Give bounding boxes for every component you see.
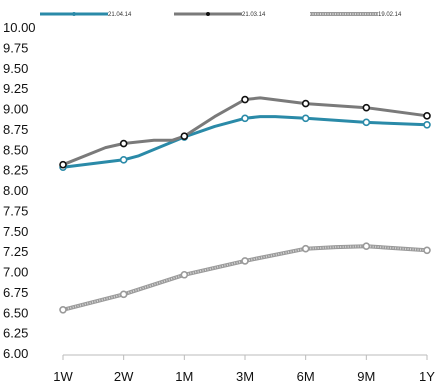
axes: 1W 2W 1M 3M 6M 9M 1Y 10.00 9.75 9.50 9.25 9.00 8.75 8… (3, 20, 435, 382)
y-tick-label: 9.75 (3, 40, 28, 55)
y-tick-label: 9.25 (3, 81, 28, 96)
legend-label: 19.02.14 (378, 12, 402, 18)
data-point (301, 114, 310, 123)
data-point (119, 290, 128, 299)
data-point (362, 242, 371, 251)
series-line-2 (61, 244, 429, 312)
data-point (119, 156, 128, 164)
y-tick-label: 8.75 (3, 122, 28, 137)
data-point (241, 114, 249, 123)
data-point (119, 139, 128, 148)
x-tick-label: 3M (236, 369, 254, 382)
data-point (59, 160, 67, 169)
series-line-1 (61, 96, 429, 167)
data-point (362, 103, 371, 112)
x-tick-label: 9M (357, 369, 375, 382)
data-point (423, 121, 431, 129)
data-point (423, 246, 431, 255)
data-point (180, 270, 189, 279)
data-point (301, 244, 310, 253)
y-tick-label: 10.00 (3, 20, 36, 35)
series-line-0 (61, 115, 429, 169)
y-tick-label: 8.25 (3, 163, 28, 178)
y-tick-label: 8.00 (3, 183, 28, 198)
data-point (180, 132, 189, 141)
y-tick-label: 9.50 (3, 61, 28, 76)
y-tick-label: 9.00 (3, 102, 28, 117)
legend: 21.04.14 21.03.14 19.02.14 (40, 12, 402, 18)
y-tick-label: 7.00 (3, 265, 28, 280)
series-line-texture-2 (62, 245, 428, 311)
y-tick-label: 7.25 (3, 244, 28, 259)
y-tick-label: 8.50 (3, 142, 28, 157)
data-point (241, 95, 249, 104)
data-point (423, 112, 431, 120)
data-point (241, 257, 249, 265)
data-point (59, 306, 67, 314)
legend-label: 21.03.14 (242, 12, 266, 18)
legend-marker (206, 12, 210, 16)
x-tick-label: 1Y (419, 369, 435, 382)
y-tick-label: 7.75 (3, 203, 28, 218)
x-tick-label: 6M (297, 369, 315, 382)
y-tick-label: 6.25 (3, 326, 28, 341)
y-tick-label: 6.00 (3, 346, 28, 361)
y-tick-label: 6.75 (3, 285, 28, 300)
data-point (362, 118, 371, 127)
x-tick-label: 1W (53, 369, 73, 382)
series-markers (59, 95, 431, 314)
legend-label: 21.04.14 (108, 12, 132, 18)
y-tick-label: 6.50 (3, 305, 28, 320)
series-lines (61, 96, 429, 312)
data-point (301, 99, 310, 108)
x-tick-label: 1M (175, 369, 193, 382)
legend-marker (72, 12, 76, 16)
x-tick-label: 2W (114, 369, 134, 382)
y-tick-label: 7.50 (3, 224, 28, 239)
